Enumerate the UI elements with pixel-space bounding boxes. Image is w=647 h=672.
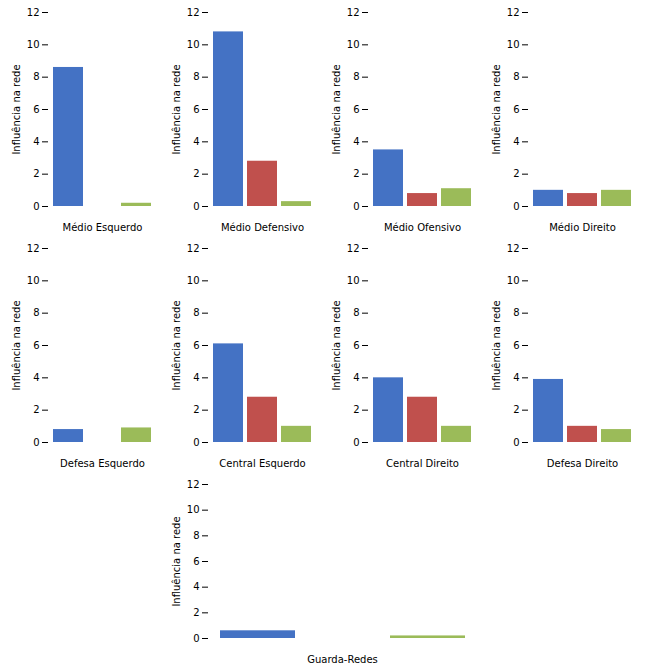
svg-text:Central Esquerdo: Central Esquerdo: [219, 458, 305, 469]
svg-text:Influência na rede: Influência na rede: [170, 64, 181, 154]
svg-text:0: 0: [513, 201, 519, 212]
svg-text:4: 4: [193, 372, 199, 383]
svg-text:8: 8: [33, 71, 39, 82]
svg-text:4: 4: [193, 136, 199, 147]
svg-text:12: 12: [26, 7, 39, 18]
svg-text:2: 2: [513, 404, 519, 415]
svg-text:2: 2: [193, 404, 199, 415]
svg-text:12: 12: [506, 243, 519, 254]
svg-text:4: 4: [513, 372, 519, 383]
svg-text:10: 10: [26, 39, 39, 50]
svg-text:12: 12: [26, 243, 39, 254]
svg-text:10: 10: [506, 39, 519, 50]
svg-text:8: 8: [193, 71, 199, 82]
svg-text:Influência na rede: Influência na rede: [170, 300, 181, 390]
svg-text:Influência na rede: Influência na rede: [330, 64, 341, 154]
svg-text:4: 4: [33, 136, 39, 147]
svg-text:0: 0: [33, 437, 39, 448]
svg-text:8: 8: [513, 307, 519, 318]
svg-text:Médio Direito: Médio Direito: [549, 222, 616, 233]
svg-text:Guarda-Redes: Guarda-Redes: [307, 654, 378, 665]
svg-text:12: 12: [346, 243, 359, 254]
svg-text:10: 10: [26, 275, 39, 286]
svg-text:Influência na rede: Influência na rede: [490, 300, 501, 390]
svg-text:10: 10: [346, 39, 359, 50]
svg-text:8: 8: [193, 307, 199, 318]
svg-text:4: 4: [353, 136, 359, 147]
svg-text:10: 10: [346, 275, 359, 286]
svg-text:8: 8: [513, 71, 519, 82]
svg-text:12: 12: [186, 479, 199, 490]
svg-text:2: 2: [513, 168, 519, 179]
svg-text:6: 6: [513, 104, 519, 115]
svg-text:0: 0: [353, 437, 359, 448]
svg-text:6: 6: [513, 340, 519, 351]
svg-text:Influência na rede: Influência na rede: [490, 64, 501, 154]
svg-text:12: 12: [506, 7, 519, 18]
svg-text:Influência na rede: Influência na rede: [10, 300, 21, 390]
svg-text:6: 6: [33, 104, 39, 115]
svg-text:4: 4: [513, 136, 519, 147]
svg-text:Influência na rede: Influência na rede: [330, 300, 341, 390]
svg-text:Influência na rede: Influência na rede: [170, 516, 181, 606]
svg-text:0: 0: [193, 437, 199, 448]
svg-text:6: 6: [353, 340, 359, 351]
svg-text:Defesa Esquerdo: Defesa Esquerdo: [60, 458, 145, 469]
svg-text:2: 2: [33, 168, 39, 179]
svg-text:10: 10: [186, 504, 199, 515]
svg-text:Central Direito: Central Direito: [386, 458, 459, 469]
svg-text:Defesa Direito: Defesa Direito: [546, 458, 617, 469]
svg-text:4: 4: [353, 372, 359, 383]
svg-text:0: 0: [513, 437, 519, 448]
svg-text:6: 6: [193, 556, 199, 567]
svg-text:10: 10: [506, 275, 519, 286]
svg-text:4: 4: [193, 581, 199, 592]
svg-text:0: 0: [353, 201, 359, 212]
svg-text:0: 0: [193, 201, 199, 212]
svg-text:4: 4: [33, 372, 39, 383]
svg-text:12: 12: [346, 7, 359, 18]
svg-text:12: 12: [186, 243, 199, 254]
svg-text:8: 8: [353, 71, 359, 82]
svg-text:8: 8: [353, 307, 359, 318]
svg-text:2: 2: [353, 168, 359, 179]
svg-text:6: 6: [193, 340, 199, 351]
svg-text:10: 10: [186, 275, 199, 286]
svg-text:10: 10: [186, 39, 199, 50]
svg-text:0: 0: [193, 633, 199, 644]
svg-text:2: 2: [33, 404, 39, 415]
svg-text:Influência na rede: Influência na rede: [10, 64, 21, 154]
svg-text:6: 6: [353, 104, 359, 115]
svg-text:Médio Esquerdo: Médio Esquerdo: [62, 222, 142, 233]
svg-text:6: 6: [193, 104, 199, 115]
svg-text:12: 12: [186, 7, 199, 18]
svg-text:2: 2: [193, 607, 199, 618]
svg-text:0: 0: [33, 201, 39, 212]
svg-text:8: 8: [193, 530, 199, 541]
svg-text:6: 6: [33, 340, 39, 351]
svg-text:Médio Defensivo: Médio Defensivo: [220, 222, 303, 233]
svg-text:2: 2: [193, 168, 199, 179]
svg-text:Médio Ofensivo: Médio Ofensivo: [383, 222, 460, 233]
svg-text:8: 8: [33, 307, 39, 318]
svg-text:2: 2: [353, 404, 359, 415]
